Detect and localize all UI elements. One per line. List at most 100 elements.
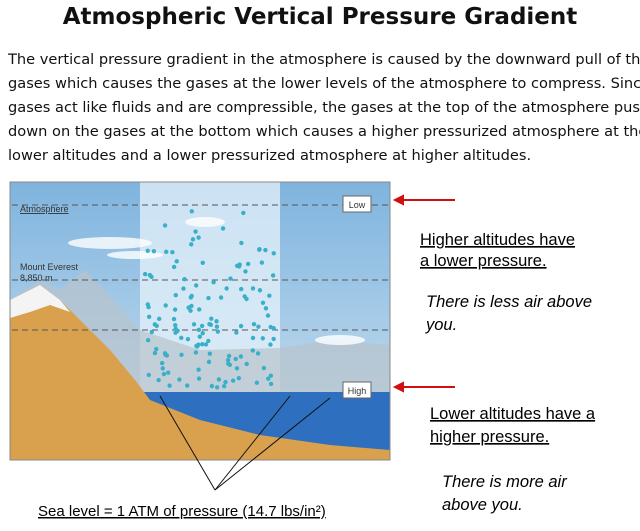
molecule — [268, 373, 274, 378]
molecule — [160, 366, 165, 371]
molecule — [243, 269, 248, 274]
molecule — [257, 288, 263, 293]
molecule — [191, 322, 197, 327]
molecule — [206, 295, 211, 301]
low-label: Low — [349, 200, 366, 210]
molecule — [226, 353, 232, 359]
molecule — [207, 321, 212, 327]
molecule — [211, 280, 216, 285]
molecule — [230, 378, 236, 383]
molecule — [165, 370, 171, 375]
molecule — [261, 365, 267, 371]
paragraph-line: The vertical pressure gradient in the at… — [8, 51, 640, 68]
molecule — [199, 323, 205, 329]
molecule — [265, 313, 271, 318]
molecule — [251, 321, 257, 327]
molecule — [250, 286, 256, 291]
molecule — [147, 272, 153, 278]
paragraph-line: down on the gases at the bottom which ca… — [8, 123, 640, 140]
molecule — [267, 293, 272, 298]
molecule — [254, 380, 260, 385]
molecule — [245, 261, 251, 267]
molecule — [159, 360, 165, 366]
snow — [10, 285, 70, 318]
molecule — [271, 336, 276, 342]
molecule — [179, 352, 184, 358]
molecule — [196, 376, 202, 381]
low-box — [342, 195, 372, 213]
molecule — [186, 305, 191, 310]
molecule — [170, 250, 175, 255]
paragraph-line: lower altitudes and a lower pressurized … — [8, 147, 532, 164]
molecule — [239, 240, 244, 246]
molecule — [156, 377, 161, 383]
molecule — [226, 361, 231, 366]
molecule — [260, 300, 266, 305]
title: Atmospheric Vertical Pressure Gradient — [62, 4, 578, 30]
molecule — [194, 343, 199, 349]
molecule — [238, 354, 244, 359]
level-lines — [12, 204, 390, 331]
frame — [9, 181, 391, 461]
molecule — [196, 327, 202, 333]
molecule — [179, 335, 184, 341]
pointer-lines — [159, 395, 331, 491]
molecule — [149, 329, 154, 335]
molecule — [152, 350, 158, 356]
caption: Sea level = 1 ATM of pressure (14.7 lbs/… — [38, 503, 326, 520]
molecule — [151, 248, 157, 254]
molecule — [167, 383, 172, 388]
molecule — [244, 361, 249, 367]
molecule — [171, 264, 177, 270]
paragraph-line: gases act like fluids and are compressib… — [8, 99, 640, 116]
high-label: High — [348, 386, 367, 396]
molecule — [259, 260, 265, 265]
molecule — [234, 330, 239, 335]
molecule — [188, 295, 194, 300]
height-label: 8,850 m — [20, 273, 53, 283]
molecule — [214, 324, 220, 329]
mountain — [10, 285, 390, 460]
note: There is more air — [442, 473, 568, 491]
molecule — [271, 326, 276, 331]
clouds — [68, 217, 365, 345]
molecule — [196, 235, 201, 240]
molecule — [250, 335, 256, 341]
molecule — [145, 338, 151, 343]
molecule — [268, 342, 273, 347]
molecule — [146, 314, 152, 319]
molecule — [209, 316, 214, 321]
molecule — [173, 293, 178, 298]
molecule — [263, 247, 268, 253]
molecule — [228, 276, 233, 281]
molecule — [164, 249, 169, 255]
molecule — [207, 351, 213, 356]
molecule — [175, 328, 180, 333]
note: a lower pressure. — [420, 252, 547, 270]
molecule — [263, 306, 269, 311]
molecule — [266, 376, 271, 381]
molecule — [163, 303, 168, 308]
molecule — [182, 276, 187, 282]
molecule — [196, 367, 201, 372]
molecule — [197, 307, 202, 312]
molecule — [145, 248, 150, 253]
molecule — [206, 359, 212, 365]
molecule — [233, 356, 238, 362]
molecule — [193, 229, 198, 234]
molecule — [152, 322, 158, 327]
molecule — [214, 319, 219, 324]
molecule — [218, 295, 224, 300]
molecule — [189, 209, 194, 214]
molecule — [225, 357, 231, 363]
molecule — [146, 372, 151, 378]
molecule — [209, 383, 215, 389]
molecule — [185, 337, 191, 342]
molecule — [224, 286, 229, 291]
molecule — [189, 242, 194, 247]
molecule — [174, 259, 179, 264]
air-molecules — [142, 209, 276, 390]
mountain-label: Mount Everest — [20, 262, 79, 272]
